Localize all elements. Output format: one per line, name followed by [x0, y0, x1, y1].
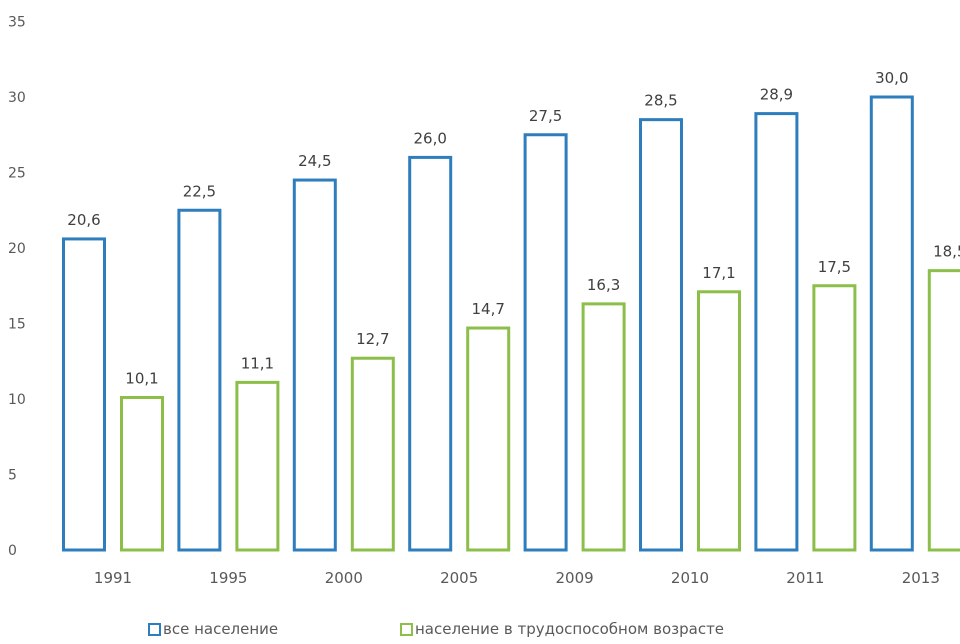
y-tick-label: 25: [8, 166, 26, 182]
data-labels-group: 20,6 10,1 22,5 11,1 24,5 12,7 26,0 14,7 27,5 16,3…: [67, 69, 960, 387]
bar-series-0: [292, 178, 337, 552]
data-label-series-0: 28,9: [760, 86, 793, 104]
bars-group: [62, 95, 960, 552]
data-label-series-1: 12,7: [356, 330, 389, 348]
bar-series-1: [235, 380, 280, 552]
data-label-series-0: 28,5: [644, 92, 677, 110]
legend-label-series-0: все население: [163, 620, 279, 638]
x-tick-label: 1995: [209, 569, 247, 587]
y-axis-tick-labels: 0 5 10 15 20 25 30 35: [8, 15, 26, 560]
bar-series-0: [639, 118, 683, 552]
legend: все население население в трудоспособном…: [0, 620, 960, 644]
data-label-series-0: 20,6: [67, 211, 100, 229]
bar-series-1: [581, 302, 626, 552]
y-tick-label: 5: [8, 468, 17, 484]
y-tick-label: 20: [8, 241, 26, 257]
bar-series-1: [120, 395, 164, 552]
bar-series-0: [523, 133, 568, 552]
y-tick-label: 15: [8, 317, 26, 333]
bar-series-0: [62, 237, 106, 552]
legend-swatch-series-0: [148, 622, 161, 636]
data-label-series-1: 17,1: [702, 264, 735, 282]
bar-series-1: [466, 326, 511, 552]
data-label-series-0: 30,0: [875, 69, 908, 87]
x-tick-label: 1991: [94, 569, 132, 587]
bar-series-0: [754, 112, 799, 552]
x-tick-label: 2010: [671, 569, 709, 587]
legend-item-series-0: все население: [148, 620, 278, 638]
bar-series-0: [408, 155, 453, 552]
y-tick-label: 0: [8, 543, 17, 559]
x-tick-label: 2000: [325, 569, 363, 587]
x-tick-label: 2013: [902, 569, 940, 587]
data-label-series-1: 18,5: [933, 243, 960, 261]
bar-series-1: [350, 356, 395, 552]
bar-series-1: [927, 269, 960, 552]
legend-item-series-1: население в трудоспособном возрасте: [400, 620, 724, 638]
data-label-series-1: 16,3: [587, 276, 620, 294]
data-label-series-1: 14,7: [471, 300, 504, 318]
data-label-series-0: 27,5: [529, 107, 562, 125]
data-label-series-0: 24,5: [298, 152, 331, 170]
x-tick-label: 2009: [556, 569, 594, 587]
data-label-series-1: 11,1: [241, 354, 274, 372]
y-tick-label: 35: [8, 15, 26, 31]
data-label-series-0: 26,0: [413, 129, 446, 147]
legend-label-series-1: население в трудоспособном возрасте: [415, 620, 725, 638]
data-label-series-0: 22,5: [183, 182, 216, 200]
bar-series-0: [177, 208, 222, 552]
data-label-series-1: 10,1: [125, 369, 158, 387]
chart-canvas: 0 5 10 15 20 25 30 35 1991 1995 2000 2005 2009 2010 2…: [8, 15, 960, 587]
bar-series-1: [812, 284, 857, 552]
x-tick-label: 2005: [440, 569, 478, 587]
data-label-series-1: 17,5: [818, 258, 851, 276]
y-tick-label: 10: [8, 392, 26, 408]
y-tick-label: 30: [8, 90, 26, 106]
legend-swatch-series-1: [400, 622, 413, 636]
bar-series-1: [697, 290, 741, 552]
x-axis-tick-labels: 1991 1995 2000 2005 2009 2010 2011 2013: [94, 569, 940, 587]
bar-series-0: [869, 95, 914, 552]
x-tick-label: 2011: [786, 569, 824, 587]
